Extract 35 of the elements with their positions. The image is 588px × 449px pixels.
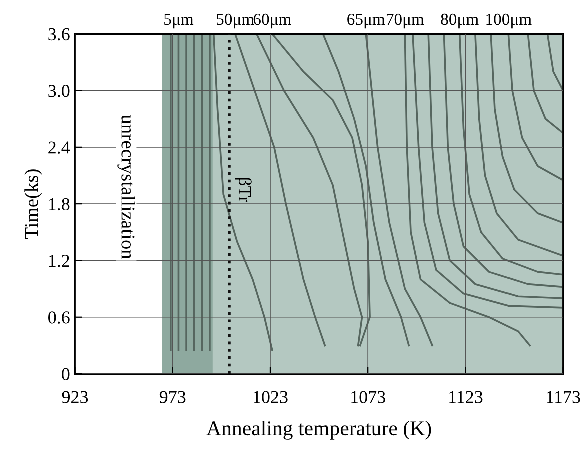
x-tick-label: 1173 (547, 391, 580, 404)
x-tick-label: 973 (160, 391, 186, 404)
x-tick-label: 923 (62, 391, 88, 404)
line-series (212, 34, 274, 352)
line-series (404, 34, 532, 347)
annotation: 100μm (486, 14, 532, 29)
y-tick-label: 0 (62, 368, 70, 380)
y-tick-label: 1.2 (49, 255, 70, 268)
line-series (527, 34, 564, 134)
line-series (322, 34, 410, 347)
y-tick-label: 3.6 (48, 28, 70, 41)
line-series (474, 34, 564, 257)
y-axis-title: Time(ks) (24, 170, 42, 240)
annotation: 70μm (386, 14, 424, 29)
y-tick-label: 2.4 (48, 142, 70, 154)
line-series (443, 34, 564, 288)
x-tick-label: 1073 (352, 391, 386, 404)
ref-line-label: βTr (235, 178, 252, 203)
annotation: 80μm (441, 14, 479, 29)
x-tick-label: 1023 (254, 391, 288, 404)
y-tick-label: 3.0 (48, 85, 70, 98)
line-series (234, 34, 326, 347)
annotation: 5μm (164, 14, 194, 29)
line-series (458, 34, 564, 276)
y-tick-label: 0.6 (48, 312, 70, 324)
annotation: 50μm (217, 14, 254, 29)
x-tick-label: 1123 (450, 391, 483, 404)
annotation: 60μm (254, 14, 292, 29)
x-axis-title: Annealing temperature (K) (206, 420, 432, 440)
annotation: unrecrystallization (118, 114, 136, 260)
y-tick-label: 1.8 (49, 198, 70, 211)
line-series (508, 34, 564, 182)
annotation: 65μm (348, 14, 386, 29)
line-series (365, 34, 434, 347)
line-series (490, 34, 564, 224)
